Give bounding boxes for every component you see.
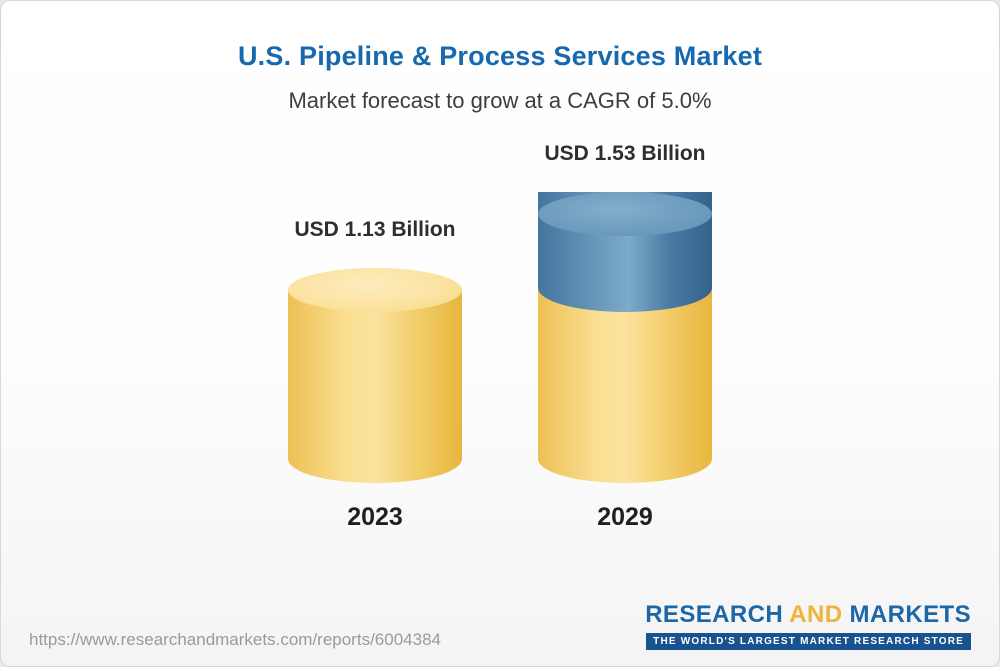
footer: https://www.researchandmarkets.com/repor… (29, 601, 971, 650)
logo-word-research: RESEARCH (645, 601, 790, 628)
chart-header: U.S. Pipeline & Process Services Market … (1, 1, 999, 114)
cylinder-bar-chart: USD 1.13 Billion 2023 USD 1.53 Billion 2… (1, 142, 999, 532)
value-label-2029: USD 1.53 Billion (544, 142, 706, 165)
logo-word-markets: MARKETS (842, 601, 971, 628)
brand-tagline: THE WORLD'S LARGEST MARKET RESEARCH STOR… (646, 633, 971, 650)
value-label-2023: USD 1.13 Billion (294, 218, 456, 241)
logo-word-and: AND (789, 601, 843, 628)
cylinder-2023-top-ellipse (288, 268, 462, 312)
source-url: https://www.researchandmarkets.com/repor… (29, 630, 441, 649)
brand-logo-text: RESEARCH AND MARKETS (645, 601, 971, 629)
brand-logo: RESEARCH AND MARKETS THE WORLD'S LARGEST… (645, 601, 971, 650)
cylinder-2023 (288, 268, 462, 483)
category-label-2023: 2023 (347, 503, 403, 531)
cylinder-2029 (538, 192, 712, 483)
bar-group-2023: USD 1.13 Billion 2023 (288, 218, 462, 532)
bar-group-2029: USD 1.53 Billion 2029 (538, 142, 712, 532)
category-label-2029: 2029 (597, 503, 653, 531)
page-subtitle: Market forecast to grow at a CAGR of 5.0… (288, 88, 712, 113)
cylinder-2023-body (288, 290, 462, 483)
cylinder-2029-top-ellipse (538, 192, 712, 236)
page-title: U.S. Pipeline & Process Services Market (237, 41, 763, 71)
